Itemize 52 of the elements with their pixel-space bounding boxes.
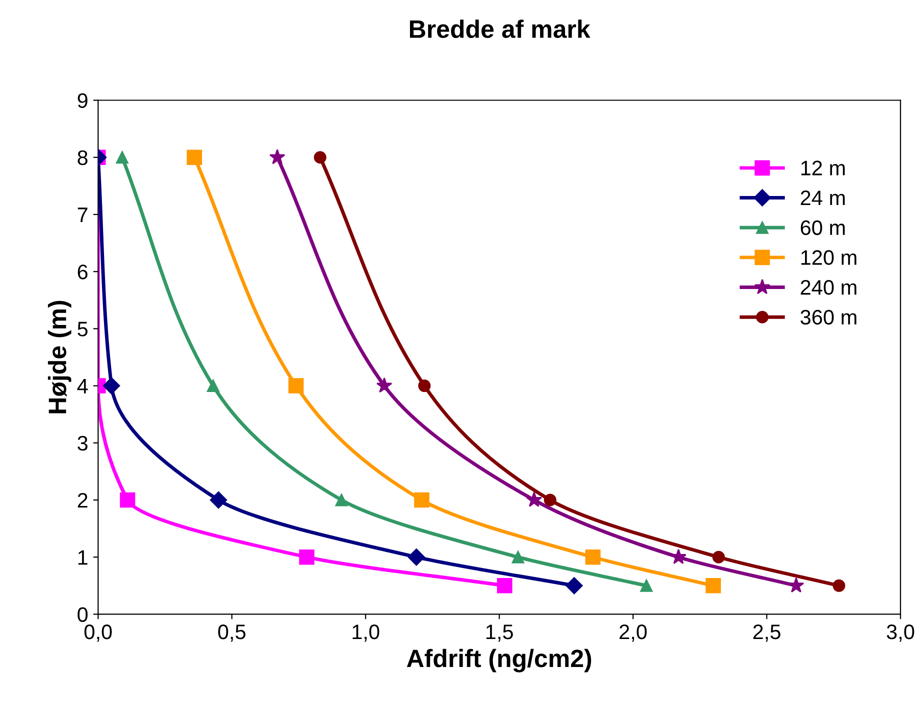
point (186, 150, 202, 165)
y-tick-label: 8 (78, 150, 88, 166)
legend-label: 60 m (800, 220, 845, 236)
point (788, 577, 804, 593)
x-tick-label: 0,5 (218, 624, 246, 642)
point (376, 377, 392, 393)
point (526, 492, 542, 507)
point (335, 494, 348, 506)
x-tick-label: 3,0 (886, 624, 914, 642)
point (414, 492, 430, 508)
y-axis-title: Højde (m) (48, 300, 72, 414)
x-axis-title: Afdrift (ng/cm2) (406, 648, 592, 672)
point (102, 377, 120, 394)
y-tick-label: 3 (78, 436, 88, 451)
point (206, 380, 220, 392)
point (712, 550, 725, 564)
point (706, 578, 721, 594)
point (566, 577, 583, 594)
legend-label: 240 m (800, 280, 856, 295)
x-tick-label: 1,0 (352, 624, 380, 642)
point (512, 550, 524, 564)
point (408, 548, 425, 566)
point (299, 549, 314, 565)
y-tick-label: 5 (78, 322, 88, 336)
legend-label: 120 m (801, 250, 856, 265)
y-tick-label: 0 (78, 607, 88, 622)
y-tick-label: 4 (77, 379, 88, 394)
point (314, 151, 326, 164)
legend-label: 12 m (801, 160, 845, 176)
point (116, 151, 128, 164)
point (288, 378, 304, 394)
x-tick-label: 2,0 (620, 624, 647, 642)
legend-label: 360 m (800, 310, 856, 325)
point (640, 579, 653, 592)
point (585, 549, 601, 565)
point (544, 494, 556, 506)
point (418, 380, 431, 392)
x-tick-label: 1,5 (486, 624, 513, 642)
point (832, 579, 846, 592)
y-tick-label: 9 (78, 93, 88, 108)
y-tick-label: 7 (78, 208, 88, 222)
point (210, 491, 228, 509)
y-tick-label: 1 (78, 550, 88, 565)
point (269, 149, 286, 164)
x-tick-label: 0,0 (84, 624, 112, 642)
y-tick-label: 6 (78, 264, 88, 280)
legend-label: 24 m (800, 190, 845, 206)
point (497, 578, 512, 594)
y-tick-label: 2 (78, 493, 88, 508)
point (120, 492, 136, 508)
x-tick-label: 2,5 (753, 624, 780, 642)
chart-title: Bredde af mark (410, 20, 590, 38)
